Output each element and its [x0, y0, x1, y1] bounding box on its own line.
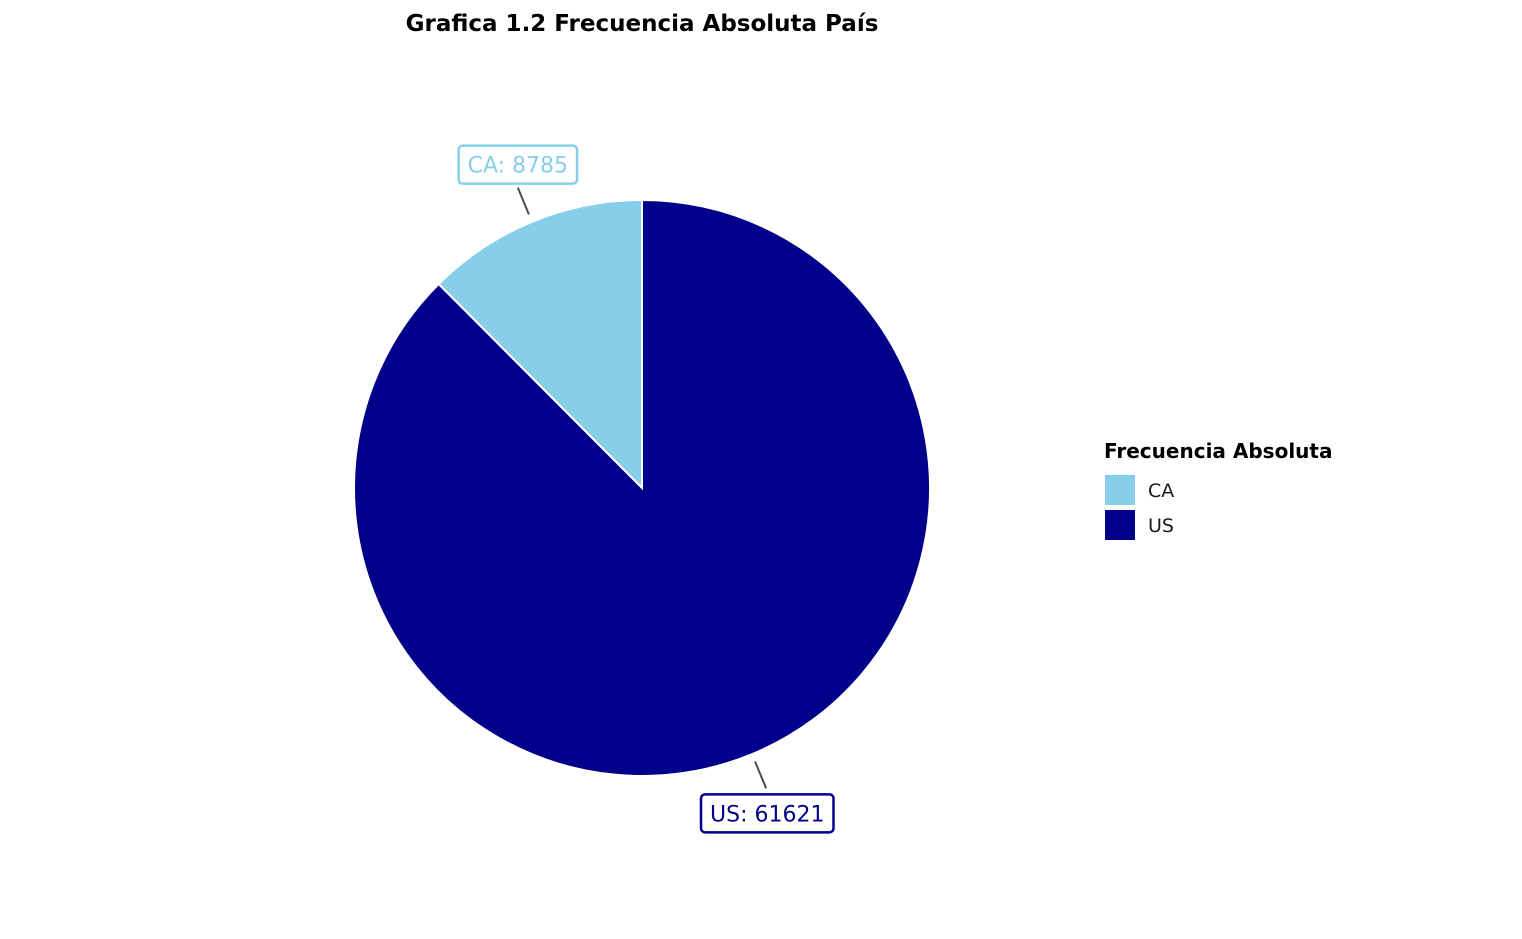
data-label-box-us — [699, 793, 835, 834]
data-label-box-ca — [457, 144, 579, 185]
leader-line-ca — [516, 187, 530, 215]
legend: Frecuencia Absoluta CA US — [1104, 439, 1332, 540]
pie-slices — [353, 198, 931, 777]
leader-line-us — [754, 761, 768, 789]
legend-label-ca: CA — [1148, 480, 1174, 502]
data-label-us: US: 61621 — [710, 802, 824, 827]
legend-items: CA US — [1105, 475, 1174, 540]
pie-slice-us — [353, 198, 931, 777]
data-label-ca: CA: 8785 — [468, 154, 568, 179]
chart-title: Grafica 1.2 Frecuencia Absoluta País — [406, 11, 879, 37]
legend-title: Frecuencia Absoluta — [1104, 439, 1332, 463]
pie-data-labels: CA: 8785 US: 61621 — [457, 144, 835, 834]
legend-key-us — [1105, 510, 1135, 540]
legend-label-us: US — [1148, 515, 1174, 537]
legend-key-ca — [1105, 475, 1135, 505]
pie-slice-ca — [437, 198, 643, 491]
